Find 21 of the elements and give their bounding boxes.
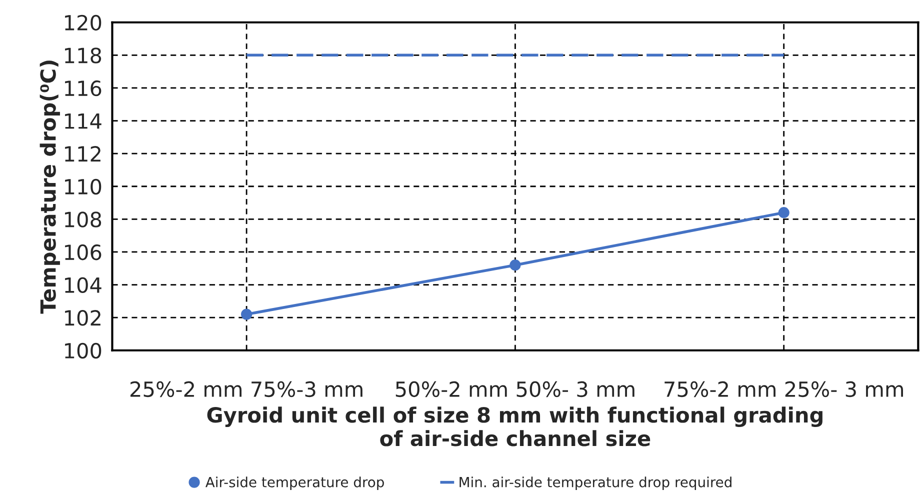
point bbox=[241, 308, 252, 320]
x-axis-title: Gyroid unit cell of size 8 mm with functional grading of air-side channel size bbox=[207, 406, 822, 446]
y-tick-label: 112 bbox=[65, 146, 100, 162]
y-tick-label: 106 bbox=[65, 244, 102, 260]
point bbox=[778, 207, 790, 218]
y-tick-label: 110 bbox=[65, 178, 102, 195]
y-tick-label: 102 bbox=[65, 310, 100, 326]
x-tick-label: 75%-2 mm 25%- 3 mm bbox=[664, 381, 903, 398]
y-axis-title: Temperature drop(⁰C) bbox=[40, 60, 60, 314]
y-tick-label: 100 bbox=[65, 342, 102, 359]
y-tick-label: 116 bbox=[65, 80, 102, 96]
y-tick-label: 118 bbox=[65, 48, 102, 64]
point bbox=[510, 260, 521, 271]
y-tick-label: 120 bbox=[65, 14, 102, 31]
legend-label: Air-side temperature drop bbox=[205, 476, 384, 490]
x-tick-label: 50%-2 mm 50%- 3 mm bbox=[396, 381, 634, 398]
legend-label: Min. air-side temperature drop required bbox=[460, 476, 732, 490]
x-tick-label: 25%-2 mm 75%-3 mm bbox=[130, 381, 362, 398]
y-tick-label: 104 bbox=[65, 277, 102, 293]
y-tick-label: 108 bbox=[65, 212, 102, 228]
y-tick-label: 114 bbox=[65, 113, 102, 129]
